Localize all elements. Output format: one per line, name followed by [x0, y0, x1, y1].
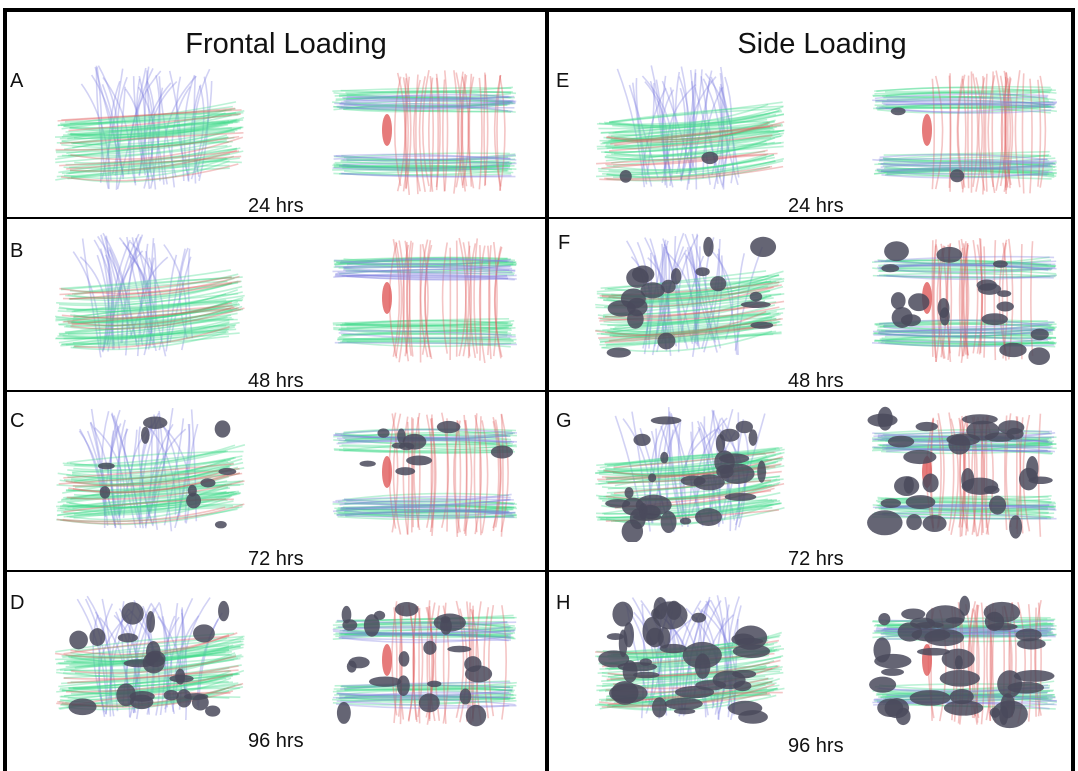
panel-letter: E: [556, 70, 570, 92]
sagittal-brain-image: [590, 590, 790, 730]
axial-brain-image: [862, 60, 1062, 200]
axial-brain-image: [322, 228, 522, 368]
sagittal-brain-image: [590, 228, 790, 368]
figure-frame: [3, 8, 1075, 771]
panel-letter: F: [558, 232, 571, 254]
column-divider: [545, 8, 549, 771]
time-label: 72 hrs: [788, 548, 844, 570]
panel-letter: B: [10, 240, 24, 262]
panel-letter: G: [556, 410, 572, 432]
panel-letter: A: [10, 70, 24, 92]
sagittal-brain-image: [590, 60, 790, 200]
axial-brain-image: [322, 590, 522, 730]
axial-brain-image: [322, 60, 522, 200]
time-label: 96 hrs: [788, 735, 844, 757]
row-divider-1: [3, 217, 1075, 219]
sagittal-brain-image: [50, 60, 250, 200]
sagittal-brain-image: [50, 402, 250, 542]
time-label: 72 hrs: [248, 548, 304, 570]
time-label: 24 hrs: [248, 195, 304, 217]
axial-brain-image: [862, 228, 1062, 368]
panel-letter: D: [10, 592, 25, 614]
axial-brain-image: [862, 590, 1062, 730]
row-divider-2: [3, 390, 1075, 392]
column-title-side: Side Loading: [737, 28, 907, 60]
sagittal-brain-image: [50, 228, 250, 368]
column-title-frontal: Frontal Loading: [185, 28, 387, 60]
time-label: 24 hrs: [788, 195, 844, 217]
time-label: 48 hrs: [788, 370, 844, 392]
axial-brain-image: [322, 402, 522, 542]
time-label: 96 hrs: [248, 730, 304, 752]
axial-brain-image: [862, 402, 1062, 542]
sagittal-brain-image: [590, 402, 790, 542]
time-label: 48 hrs: [248, 370, 304, 392]
sagittal-brain-image: [50, 590, 250, 730]
row-divider-3: [3, 570, 1075, 572]
panel-letter: C: [10, 410, 25, 432]
panel-letter: H: [556, 592, 571, 614]
